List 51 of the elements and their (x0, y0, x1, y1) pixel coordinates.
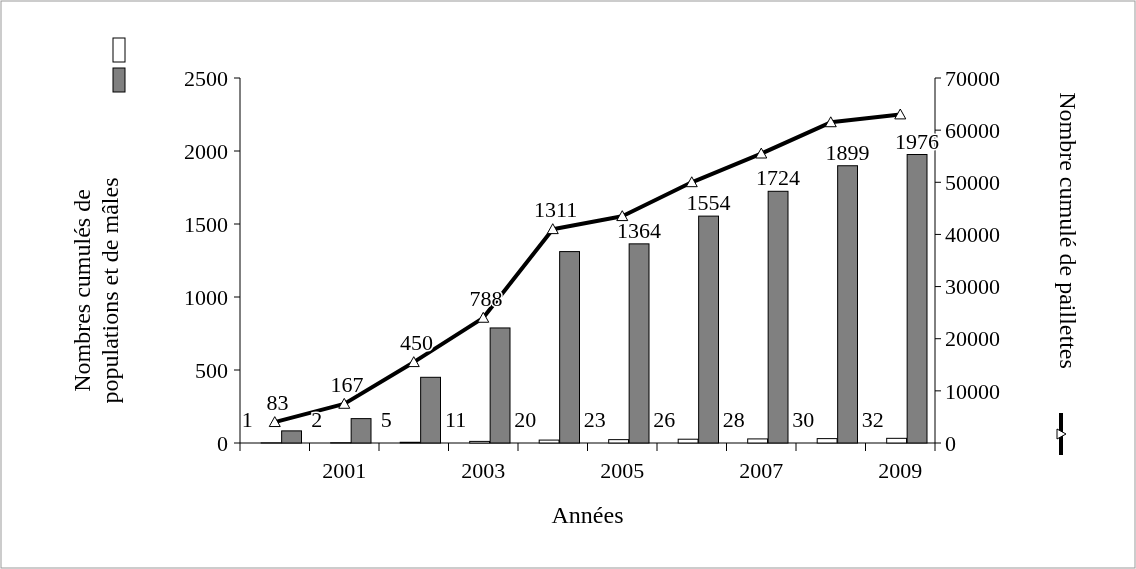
y-tick-label: 2500 (184, 65, 228, 91)
x-axis-title: Années (551, 502, 624, 528)
data-label: 28 (722, 407, 745, 432)
data-label: 32 (861, 407, 884, 432)
data-label: 20 (514, 407, 537, 432)
point (685, 176, 698, 188)
y2-tick-label: 70000 (945, 65, 1000, 91)
data-label: 1311 (533, 197, 578, 223)
point (546, 223, 559, 235)
y2-axis-title: Nombre cumulé de paillettes (1055, 92, 1081, 369)
x-tick-label: 2005 (600, 458, 645, 483)
point (616, 210, 629, 222)
data-label: 1554 (686, 190, 731, 216)
data-label: 83 (266, 390, 289, 416)
point (338, 397, 351, 409)
point (755, 147, 768, 159)
x-tick-label: 2001 (322, 458, 367, 483)
y-tick-label: 2000 (184, 138, 228, 164)
data-label: 1364 (617, 217, 662, 243)
data-label: 450 (400, 330, 434, 356)
y2-tick-label: 10000 (945, 378, 1000, 404)
data-label: 23 (583, 407, 606, 432)
x-tick-label: 2009 (878, 458, 923, 483)
data-label: 1 (241, 407, 253, 432)
data-label: 30 (792, 407, 815, 432)
point (477, 311, 490, 323)
y-tick-label: 1000 (184, 284, 228, 310)
data-label: 26 (653, 407, 676, 432)
x-tick-label: 2007 (739, 458, 784, 483)
data-label: 1899 (825, 139, 870, 165)
data-label: 1724 (756, 165, 801, 191)
data-label: 167 (330, 371, 364, 397)
point (894, 108, 907, 120)
y2-tick-label: 50000 (945, 169, 1000, 195)
x-tick-label: 2003 (461, 458, 506, 483)
y-tick-label: 1500 (184, 211, 228, 237)
y-tick-label: 0 (217, 430, 228, 456)
data-label: 11 (445, 407, 467, 432)
data-label: 1976 (895, 128, 940, 154)
point (268, 416, 281, 428)
y-tick-label: 500 (195, 357, 228, 383)
y2-tick-label: 20000 (945, 326, 1000, 352)
data-label: 2 (311, 407, 323, 432)
y-axis-title: Nombres cumulés de populations et de mâles (69, 177, 123, 404)
y2-tick-label: 0 (945, 430, 956, 456)
y2-tick-label: 60000 (945, 117, 1000, 143)
data-label: 5 (380, 407, 392, 432)
y2-tick-label: 40000 (945, 222, 1000, 248)
point (407, 356, 420, 368)
y2-tick-label: 30000 (945, 274, 1000, 300)
point (824, 116, 837, 128)
